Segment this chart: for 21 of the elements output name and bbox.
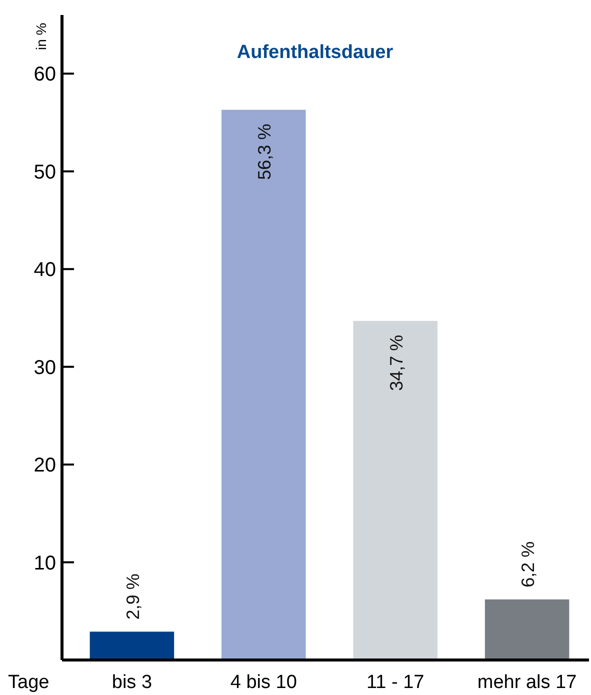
x-tick-label: 4 bis 10	[230, 672, 297, 693]
x-tick-label: 11 - 17	[366, 672, 424, 693]
data-label: 56,3 %	[254, 124, 275, 180]
y-tick-label: 30	[34, 356, 56, 379]
data-label: 6,2 %	[518, 541, 538, 588]
y-tick-label: 20	[34, 454, 56, 477]
bar	[222, 110, 306, 660]
bar	[484, 599, 570, 660]
x-tick-label: bis 3	[112, 672, 152, 693]
x-axis-title: Tage	[8, 672, 50, 693]
text: Aufenthaltsdauer	[236, 42, 394, 63]
x-tick-label: mehr als 17	[477, 672, 577, 693]
y-tick-label: 40	[34, 259, 56, 282]
data-label: 2,9 %	[122, 574, 143, 620]
y-axis-title: in %	[33, 22, 49, 50]
bar	[353, 320, 438, 660]
y-tick-label: 60	[34, 64, 56, 86]
data-label: 34,7 %	[386, 334, 406, 391]
bar	[90, 632, 174, 660]
y-tick-label: 50	[34, 161, 56, 184]
y-tick-label: 10	[34, 552, 56, 574]
